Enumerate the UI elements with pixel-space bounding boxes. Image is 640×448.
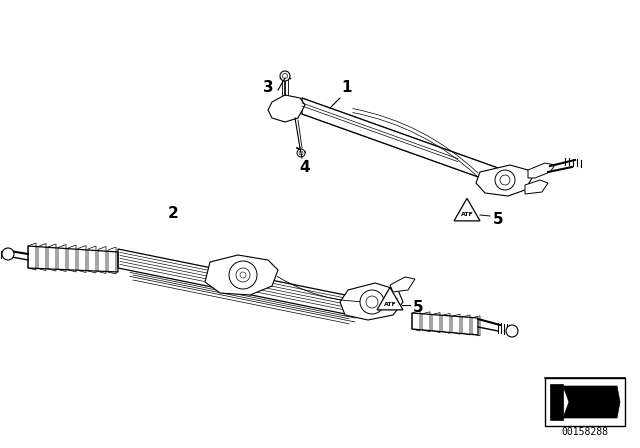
- Polygon shape: [390, 277, 415, 292]
- Circle shape: [282, 73, 287, 78]
- Polygon shape: [340, 283, 403, 320]
- Circle shape: [236, 268, 250, 282]
- Bar: [545, 378, 625, 426]
- Circle shape: [240, 272, 246, 278]
- Polygon shape: [454, 198, 480, 221]
- Circle shape: [2, 248, 14, 260]
- Circle shape: [360, 290, 384, 314]
- Polygon shape: [525, 180, 548, 194]
- Polygon shape: [108, 247, 116, 274]
- Polygon shape: [528, 163, 555, 178]
- Polygon shape: [432, 313, 440, 332]
- Text: 5: 5: [493, 211, 503, 227]
- Text: 3: 3: [262, 79, 273, 95]
- Circle shape: [280, 71, 290, 81]
- Polygon shape: [550, 384, 563, 420]
- Polygon shape: [38, 244, 46, 271]
- Polygon shape: [98, 246, 106, 273]
- Polygon shape: [48, 244, 56, 271]
- Text: 4: 4: [300, 160, 310, 176]
- Text: ATF: ATF: [383, 302, 396, 306]
- Circle shape: [495, 170, 515, 190]
- Polygon shape: [58, 245, 66, 271]
- Text: ATF: ATF: [461, 212, 474, 217]
- Polygon shape: [28, 243, 36, 270]
- Circle shape: [506, 325, 518, 337]
- Polygon shape: [302, 98, 508, 188]
- Polygon shape: [205, 255, 278, 295]
- Polygon shape: [118, 249, 365, 318]
- Circle shape: [366, 296, 378, 308]
- Circle shape: [500, 175, 510, 185]
- Polygon shape: [377, 287, 403, 310]
- Circle shape: [229, 261, 257, 289]
- Polygon shape: [442, 314, 450, 333]
- Text: 1: 1: [342, 81, 352, 95]
- Polygon shape: [78, 246, 86, 272]
- Text: 2: 2: [168, 206, 179, 220]
- Circle shape: [297, 149, 305, 157]
- Polygon shape: [452, 314, 460, 334]
- Polygon shape: [563, 386, 620, 418]
- Polygon shape: [422, 312, 430, 332]
- Polygon shape: [472, 316, 480, 336]
- Polygon shape: [462, 315, 470, 335]
- Text: 00158288: 00158288: [561, 427, 609, 437]
- Polygon shape: [412, 311, 420, 331]
- Polygon shape: [68, 245, 76, 272]
- Polygon shape: [268, 95, 305, 122]
- Circle shape: [299, 151, 303, 155]
- Text: 5: 5: [413, 301, 423, 315]
- Polygon shape: [476, 165, 532, 196]
- Polygon shape: [88, 246, 96, 273]
